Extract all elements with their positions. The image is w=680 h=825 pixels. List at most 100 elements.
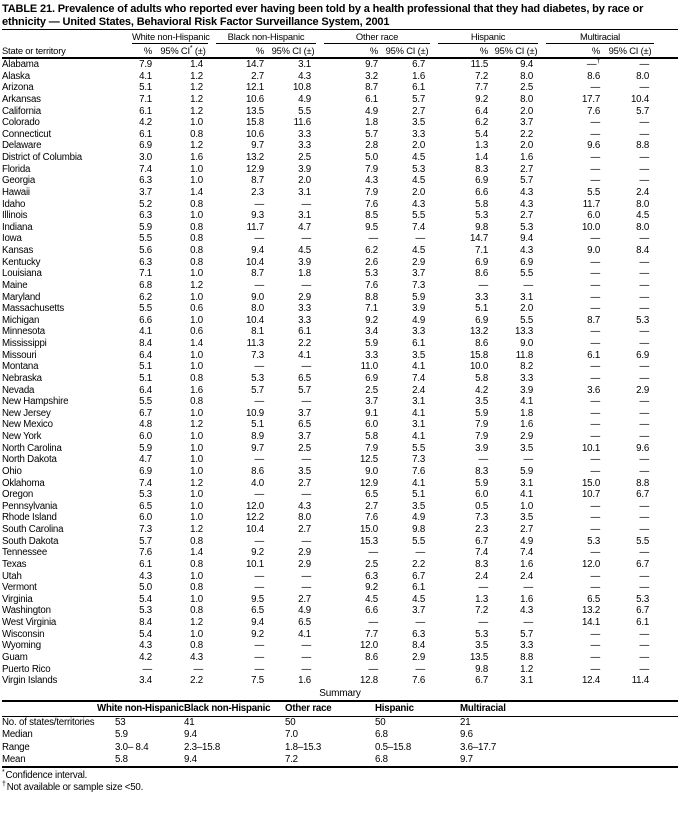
ci-cell: 4.9 [298,605,311,617]
pct-cell: 3.5 [475,640,489,652]
spacer-cell [658,117,678,129]
pct-cell: — [590,396,601,408]
ci-cell: 6.1 [412,82,426,94]
ci-cell: — [639,570,650,582]
ci-cell: 5.9 [412,291,426,303]
ci-cell: 3.9 [520,384,534,396]
pct-cell: — [254,454,265,466]
pct-cell: 12.0 [245,500,264,512]
pct-cell: 7.1 [475,245,489,256]
table-row: Ohio 6.9 1.0 8.6 3.5 9.0 7.6 8.3 5.9 — — [2,466,678,478]
state-cell: South Carolina [2,524,64,535]
pct-cell: — [590,82,601,94]
ci-cell: 3.1 [298,210,311,222]
state-cell: South Dakota [2,535,59,547]
ci-cell: 8.0 [636,198,650,210]
pct-cell: 3.2 [365,70,378,82]
pct-cell: 11.0 [360,361,379,373]
pct-cell: 5.4 [139,593,152,605]
ci-cell: 4.5 [412,245,426,256]
pct-cell: 6.4 [139,384,152,396]
pct-cell: — [368,547,379,559]
column-header-row: State or territory % 95% CI* (±) % 95% C… [2,44,679,59]
pct-cell: 7.9 [365,442,378,454]
pct-cell: 12.2 [245,512,264,524]
pct-cell: 1.3 [475,140,489,152]
pct-cell: 5.7 [139,535,152,547]
ci-cell: 10.8 [292,82,311,94]
ci-cell: 1.0 [190,570,203,582]
ci-cell: 6.9 [520,256,534,268]
state-cell: Ohio [2,465,22,477]
pct-cell: 13.5 [245,105,264,117]
pct-cell: 7.6 [365,198,378,210]
spacer-cell [658,664,678,676]
pct-cell: 9.1 [365,407,378,419]
ci-cell: 0.8 [190,640,203,652]
state-cell: Connecticut [2,128,51,140]
ci-cell: 2.7 [298,593,311,605]
pct-cell: 15.0 [359,524,378,535]
pct-cell: 6.1 [139,128,152,140]
ci-cell: — [301,361,312,373]
ci-cell: — [639,396,650,408]
spacer-cell [658,82,678,94]
ci-cell: 8.0 [636,221,650,233]
ci-cell: — [523,617,534,628]
ci-cell: 1.0 [520,500,534,512]
state-cell: Nebraska [2,372,42,384]
ci-cell: 1.2 [190,477,203,489]
pct-cell: — [254,489,265,501]
summary-value-cell: 50 [375,716,386,728]
ci-cell: 1.2 [190,82,203,94]
pct-cell: 12.0 [581,558,601,570]
table-row: Alabama 7.9 1.4 14.7 3.1 9.7 6.7 11.5 9.4 —† — [2,58,678,71]
spacer-cell [658,233,678,245]
pct-cell: 15.0 [581,477,601,489]
pct-cell: — [254,279,265,291]
summary-value-cell: 1.8–15.3 [285,741,322,753]
pct-cell: 2.3 [251,186,264,198]
pct-cell: 8.3 [475,558,489,570]
pct-cell: — [590,465,601,477]
state-cell: Wyoming [2,640,41,652]
state-cell: Massachusetts [2,303,65,315]
pct-cell: 4.1 [139,70,152,82]
state-cell: Vermont [2,582,37,594]
pct-cell: 5.0 [365,152,378,163]
spacer-cell [658,199,678,211]
pct-cell: 6.9 [365,372,378,384]
ci-cell: — [639,175,650,187]
ci-cell: 3.1 [520,675,534,687]
ci-cell: — [301,489,312,501]
spacer-cell [658,629,678,641]
pct-cell: 1.8 [365,117,378,129]
table-row: Colorado 4.2 1.0 15.8 11.6 1.8 3.5 6.2 3.7 — — [2,117,678,129]
ci-cell: 1.6 [520,419,534,431]
pct-cell: — [590,454,601,466]
ci-cell: 3.5 [520,512,534,524]
ci-cell: 6.9 [636,349,650,361]
pct-cell: 9.2 [365,582,378,594]
pct-cell: 11.5 [470,59,489,70]
pct-cell: 4.3 [139,640,152,652]
table-row: Guam 4.2 4.3 — — 8.6 2.9 13.5 8.8 — — [2,652,678,664]
ci-cell: 4.9 [412,512,426,524]
ci-cell: — [639,407,650,419]
spacer-cell [658,524,678,536]
ci-cell: 1.2 [190,93,203,105]
table-row: Vermont 5.0 0.8 — — 9.2 6.1 — — — — [2,582,678,594]
pct-cell: 6.3 [139,256,152,268]
group-header-spacer [2,30,128,45]
pct-cell: — [590,291,601,303]
summary-header-black: Black non-Hispanic [184,700,285,717]
ci-cell: — [415,547,426,559]
ci-cell: 5.9 [520,465,534,477]
pct-cell: 3.7 [139,186,152,198]
pct-cell: — [368,617,379,628]
pct-cell: 6.4 [475,105,489,117]
pct-cell: 5.7 [365,128,378,140]
ci-cell: 8.4 [412,640,426,652]
ci-cell: 7.6 [412,465,426,477]
pct-cell: 5.3 [251,372,264,384]
